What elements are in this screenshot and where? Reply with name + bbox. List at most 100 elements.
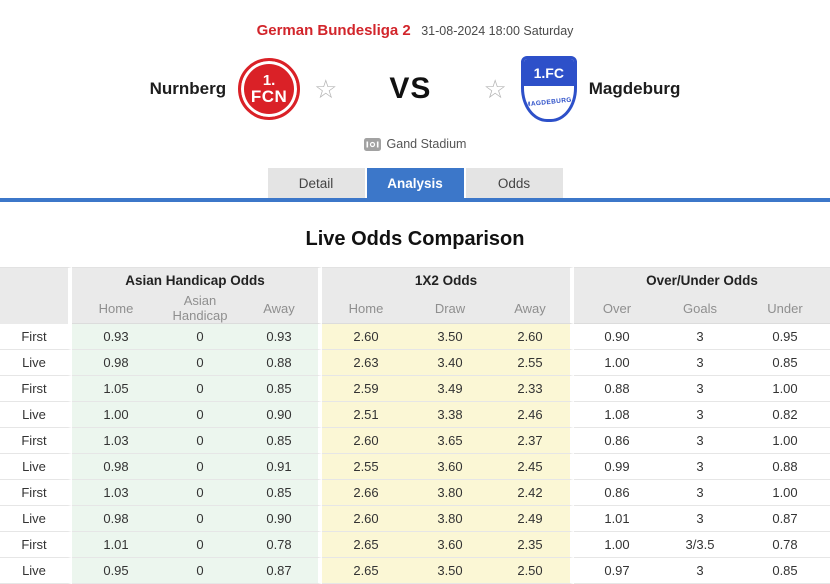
odds-cell-asian_handicap-1: 0 [160,558,240,584]
tab-detail[interactable]: Detail [267,168,365,198]
odds-cell-over_under-2: 0.95 [740,324,830,350]
odds-cell-over_under-0: 1.08 [574,402,660,428]
home-team-logo: 1. FCN [238,58,301,120]
tabs-bar: Detail Analysis Odds [0,168,830,198]
group-header-asian-handicap: Asian Handicap Odds [72,267,322,293]
odds-cell-x12-2: 2.42 [490,480,574,506]
odds-cell-over_under-2: 1.00 [740,428,830,454]
odds-cell-x12-0: 2.66 [322,480,410,506]
odds-cell-over_under-2: 0.82 [740,402,830,428]
odds-cell-over_under-1: 3 [660,454,740,480]
home-team-name: Nurnberg [149,79,227,98]
col-header-ou-over: Over [574,293,660,324]
odds-cell-x12-2: 2.45 [490,454,574,480]
col-header-1x2-away: Away [490,293,574,324]
odds-cell-x12-2: 2.37 [490,428,574,454]
table-row: First 1.01 0 0.78 2.65 3.60 2.35 1.00 3/3.5 0.78 [0,532,830,558]
col-header-1x2-home: Home [322,293,410,324]
odds-cell-x12-1: 3.40 [410,350,490,376]
odds-cell-x12-0: 2.65 [322,532,410,558]
table-row: Live 0.98 0 0.90 2.60 3.80 2.49 1.01 3 0.87 [0,506,830,532]
odds-cell-x12-0: 2.65 [322,558,410,584]
tab-analysis[interactable]: Analysis [366,168,464,198]
odds-cell-x12-1: 3.38 [410,402,490,428]
table-row: First 1.05 0 0.85 2.59 3.49 2.33 0.88 3 1.00 [0,376,830,402]
odds-cell-asian_handicap-2: 0.85 [240,480,322,506]
row-label: First [0,480,72,506]
col-header-1x2-draw: Draw [410,293,490,324]
odds-cell-asian_handicap-1: 0 [160,428,240,454]
row-label: Live [0,558,72,584]
odds-cell-x12-1: 3.49 [410,376,490,402]
section-title: Live Odds Comparison [305,228,525,250]
match-datetime: 31-08-2024 18:00 Saturday [421,24,574,38]
odds-cell-over_under-0: 0.99 [574,454,660,480]
odds-cell-over_under-1: 3 [660,402,740,428]
odds-cell-asian_handicap-2: 0.90 [240,506,322,532]
odds-cell-over_under-2: 0.87 [740,506,830,532]
col-header-ou-goals: Goals [660,293,740,324]
odds-cell-over_under-1: 3 [660,324,740,350]
odds-cell-over_under-0: 0.90 [574,324,660,350]
odds-cell-x12-1: 3.80 [410,506,490,532]
row-label: Live [0,506,72,532]
row-label: First [0,428,72,454]
odds-cell-x12-2: 2.49 [490,506,574,532]
odds-cell-over_under-0: 0.86 [574,428,660,454]
odds-cell-asian_handicap-2: 0.90 [240,402,322,428]
odds-cell-over_under-2: 0.85 [740,558,830,584]
odds-cell-asian_handicap-1: 0 [160,454,240,480]
odds-cell-over_under-2: 0.85 [740,350,830,376]
col-header-ou-under: Under [740,293,830,324]
live-odds-table: Asian Handicap Odds 1X2 Odds Over/Under … [0,267,830,584]
odds-cell-asian_handicap-1: 0 [160,506,240,532]
col-header-ah-handicap: Asian Handicap [160,293,240,324]
vs-label: VS [389,72,432,105]
stadium-icon [363,137,381,151]
odds-cell-asian_handicap-1: 0 [160,402,240,428]
odds-cell-over_under-1: 3 [660,376,740,402]
odds-cell-asian_handicap-0: 1.01 [72,532,160,558]
odds-cell-asian_handicap-2: 0.87 [240,558,322,584]
odds-cell-over_under-0: 1.00 [574,532,660,558]
odds-cell-x12-2: 2.35 [490,532,574,558]
odds-cell-x12-1: 3.50 [410,324,490,350]
odds-cell-over_under-1: 3 [660,506,740,532]
odds-cell-over_under-0: 1.01 [574,506,660,532]
away-team-logo: 1.FC MAGDEBURG [520,56,577,122]
table-row: First 1.03 0 0.85 2.60 3.65 2.37 0.86 3 1.00 [0,428,830,454]
tab-odds[interactable]: Odds [465,168,563,198]
table-row: First 1.03 0 0.85 2.66 3.80 2.42 0.86 3 1.00 [0,480,830,506]
odds-cell-x12-2: 2.50 [490,558,574,584]
odds-cell-x12-1: 3.65 [410,428,490,454]
away-favorite-star-icon[interactable]: ☆ [483,74,507,104]
odds-cell-asian_handicap-1: 0 [160,480,240,506]
teams-row: Nurnberg 1. FCN ☆ VS ☆ 1.FC MAGDEBURG Ma… [0,50,830,128]
away-team-name: Magdeburg [588,79,681,98]
row-label: Live [0,350,72,376]
tabs-underline [0,198,830,202]
odds-cell-x12-0: 2.51 [322,402,410,428]
odds-cell-over_under-1: 3/3.5 [660,532,740,558]
odds-cell-asian_handicap-0: 0.98 [72,350,160,376]
odds-cell-asian_handicap-2: 0.91 [240,454,322,480]
odds-table-body: First 0.93 0 0.93 2.60 3.50 2.60 0.90 3 0.95 Live 0… [0,324,830,584]
odds-cell-asian_handicap-0: 0.93 [72,324,160,350]
odds-cell-x12-0: 2.60 [322,506,410,532]
table-corner [0,267,72,324]
match-header: German Bundesliga 2 31-08-2024 18:00 Sat… [0,0,830,40]
odds-cell-asian_handicap-1: 0 [160,350,240,376]
table-row: Live 0.95 0 0.87 2.65 3.50 2.50 0.97 3 0.85 [0,558,830,584]
odds-cell-x12-1: 3.80 [410,480,490,506]
odds-cell-over_under-2: 1.00 [740,480,830,506]
odds-cell-over_under-0: 0.86 [574,480,660,506]
odds-cell-x12-2: 2.46 [490,402,574,428]
odds-cell-asian_handicap-0: 1.05 [72,376,160,402]
odds-cell-asian_handicap-2: 0.85 [240,428,322,454]
home-favorite-star-icon[interactable]: ☆ [314,74,338,104]
group-header-over-under: Over/Under Odds [574,267,830,293]
league-name: German Bundesliga 2 [256,22,411,39]
odds-cell-x12-0: 2.59 [322,376,410,402]
odds-cell-asian_handicap-0: 1.03 [72,480,160,506]
stadium-name: Gand Stadium [386,137,467,151]
